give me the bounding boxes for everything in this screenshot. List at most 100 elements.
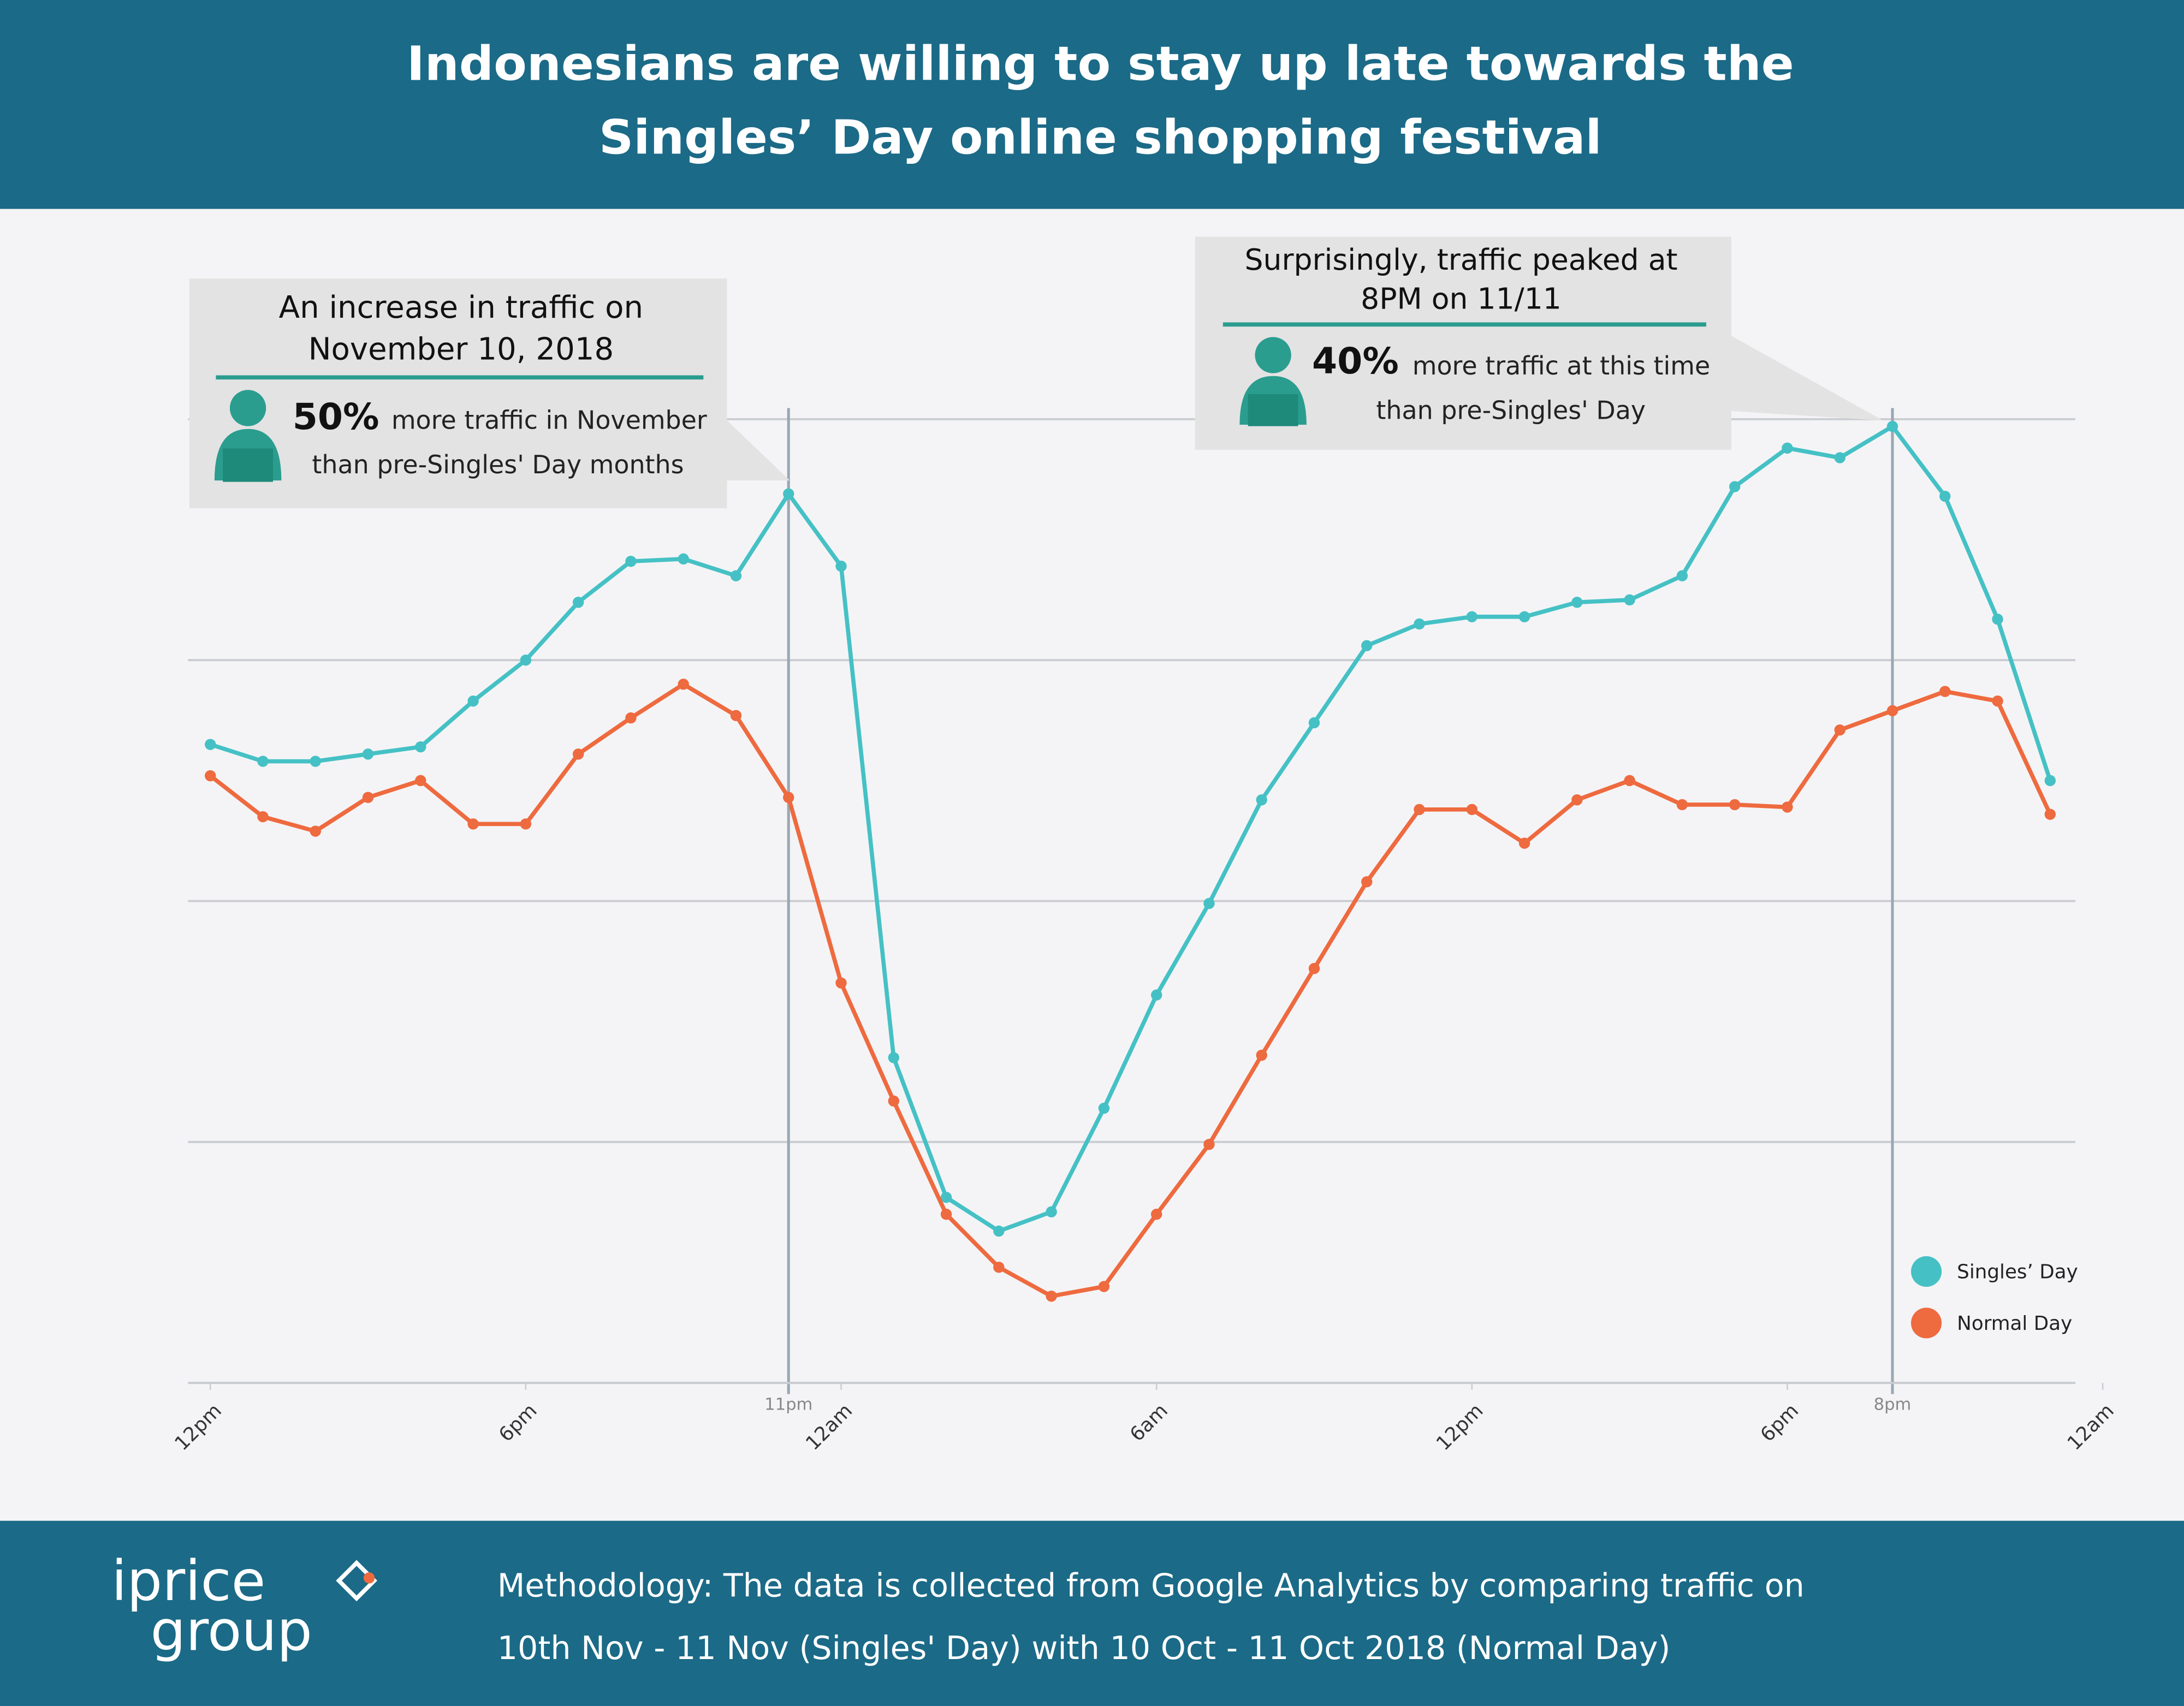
data-point (940, 1192, 952, 1203)
data-point (1098, 1102, 1110, 1114)
person-icon (214, 390, 282, 482)
data-point (520, 818, 532, 830)
data-point (678, 679, 689, 690)
callout-title: 8PM on 11/11 (1361, 282, 1562, 316)
data-point (572, 748, 584, 760)
data-point (1676, 799, 1688, 811)
header (0, 0, 2184, 209)
marker-label: 11pm (764, 1395, 812, 1414)
callout-highlight: 40% (1312, 340, 1399, 382)
data-point (1939, 490, 1951, 502)
data-point (1256, 1049, 1267, 1061)
data-point (1308, 962, 1320, 974)
marker-label: 8pm (1874, 1395, 1912, 1414)
data-point (467, 696, 479, 707)
data-point (1624, 775, 1635, 787)
data-point (2044, 809, 2056, 820)
data-point (835, 977, 847, 989)
data-point (1308, 717, 1320, 729)
callout-text: more traffic at this time (1413, 351, 1711, 381)
data-point (362, 792, 374, 803)
data-point (257, 756, 269, 767)
data-point (1046, 1206, 1057, 1218)
chart-title: Indonesians are willing to stay up late … (407, 36, 1794, 91)
data-point (730, 570, 742, 581)
data-point (1203, 1139, 1215, 1150)
legend-label: Singles’ Day (1957, 1261, 2078, 1283)
series-line (210, 424, 2052, 1234)
data-point (1782, 801, 1793, 813)
data-point (1203, 897, 1215, 910)
data-point (1571, 597, 1583, 608)
data-point (1624, 594, 1635, 606)
data-point (1150, 989, 1162, 1001)
callout-title: An increase in traffic on (279, 290, 643, 325)
data-point (835, 560, 847, 572)
data-point (993, 1262, 1005, 1273)
data-point (467, 818, 479, 830)
callout-title: November 10, 2018 (308, 331, 614, 367)
data-point (678, 553, 689, 565)
data-point (1256, 794, 1267, 806)
data-point (730, 710, 742, 721)
methodology: Methodology: The data is collected from … (497, 1567, 1805, 1604)
person-icon (1239, 337, 1307, 426)
data-point (783, 792, 794, 803)
legend-swatch (1911, 1307, 1942, 1339)
callout: An increase in traffic on November 10, 2… (189, 278, 790, 509)
data-point (993, 1225, 1005, 1237)
data-point (1414, 804, 1425, 816)
data-point (205, 770, 216, 782)
data-point (1518, 837, 1530, 849)
data-point (783, 488, 794, 500)
data-point (415, 775, 426, 787)
callout-highlight: 50% (293, 395, 379, 438)
data-point (1992, 696, 2003, 707)
data-point (2044, 775, 2056, 787)
logo-tag (336, 1560, 377, 1602)
footer (0, 1520, 2184, 1706)
data-point (1150, 1209, 1162, 1220)
data-point (1834, 452, 1845, 463)
data-point (1886, 705, 1898, 717)
callout-text: than pre-Singles' Day (1376, 396, 1646, 425)
data-point (362, 748, 374, 760)
data-point (520, 654, 532, 666)
callout: Surprisingly, traffic peaked at 8PM on 1… (1195, 236, 1883, 450)
data-point (572, 597, 584, 608)
logo: group (151, 1599, 312, 1664)
callout-text: more traffic in November (391, 405, 707, 435)
data-point (1571, 794, 1583, 806)
data-point (1414, 618, 1425, 630)
data-point (310, 825, 321, 837)
callout-title: Surprisingly, traffic peaked at (1245, 242, 1678, 277)
data-point (257, 811, 269, 823)
series-line (209, 681, 2052, 1299)
data-point (1098, 1281, 1110, 1292)
data-point (1518, 611, 1530, 622)
data-point (625, 556, 637, 567)
data-point (1782, 442, 1793, 454)
data-point (1361, 876, 1373, 888)
legend-label: Normal Day (1957, 1312, 2072, 1335)
data-point (1834, 724, 1845, 736)
data-point (1466, 804, 1478, 816)
logo-dot (363, 1572, 375, 1584)
data-point (310, 756, 321, 767)
data-point (1361, 640, 1373, 651)
data-point (1046, 1291, 1057, 1302)
data-point (888, 1095, 899, 1107)
data-point (1676, 570, 1688, 581)
data-point (1729, 799, 1741, 811)
callout-text: than pre-Singles' Day months (312, 450, 684, 479)
data-point (205, 739, 216, 750)
methodology: 10th Nov - 11 Nov (Singles' Day) with 10… (497, 1630, 1671, 1667)
data-point (1886, 420, 1898, 432)
data-point (415, 741, 426, 753)
data-point (1729, 481, 1741, 492)
legend-swatch (1911, 1256, 1942, 1287)
callout-pointer (1728, 334, 1883, 421)
